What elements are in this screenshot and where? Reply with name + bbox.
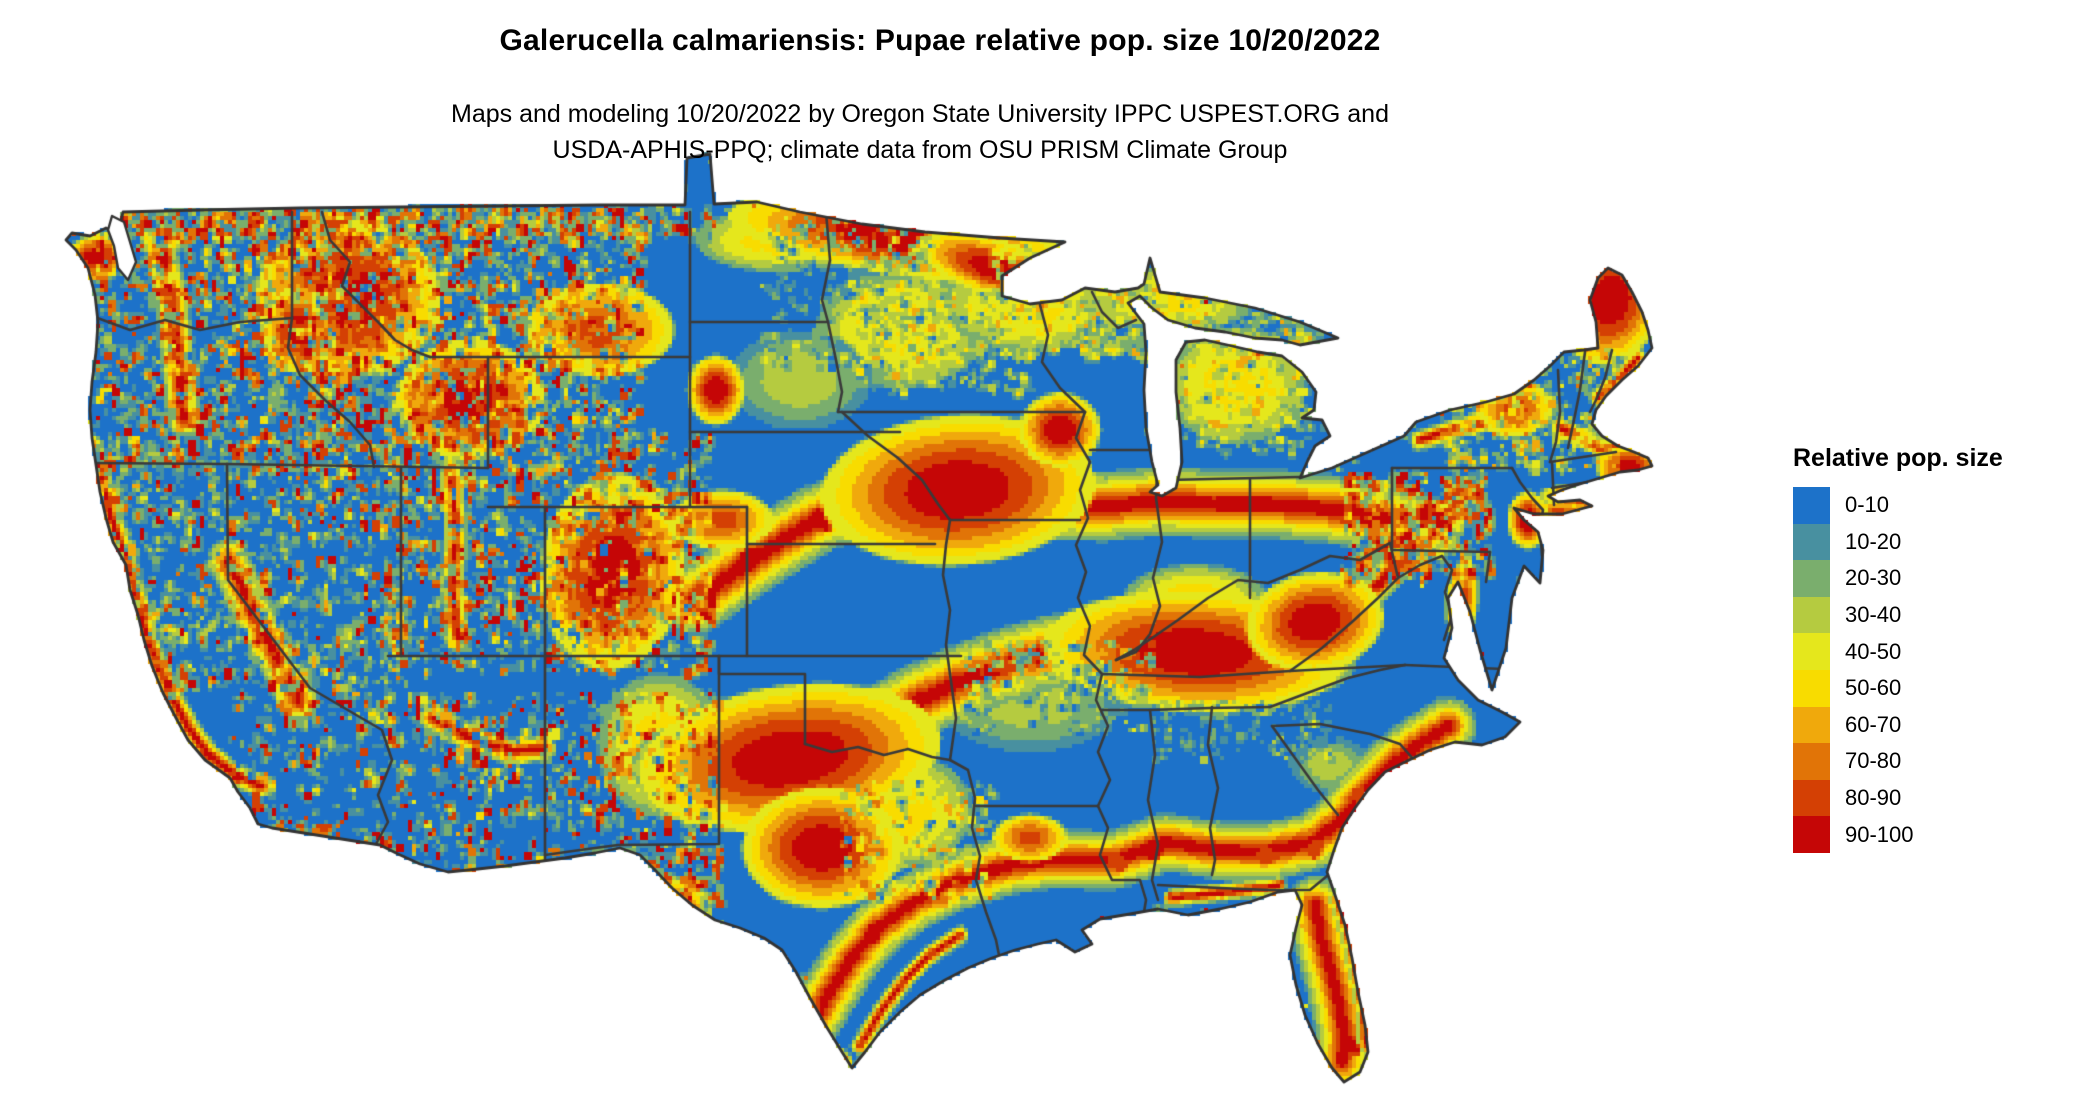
legend-label: 80-90	[1845, 785, 1902, 811]
legend-title: Relative pop. size	[1793, 444, 2003, 472]
legend-label: 20-30	[1845, 565, 1902, 591]
legend-label: 50-60	[1845, 675, 1902, 701]
legend-swatch	[1793, 669, 1830, 707]
legend-label: 30-40	[1845, 602, 1902, 628]
legend-swatch	[1793, 633, 1830, 670]
legend-row: 30-40	[1793, 596, 2003, 634]
legend-row: 50-60	[1793, 669, 2003, 707]
legend-swatch	[1793, 523, 1830, 561]
legend-row: 80-90	[1793, 779, 2003, 817]
legend-label: 70-80	[1845, 748, 1902, 774]
subtitle-line-2: USDA-APHIS-PPQ; climate data from OSU PR…	[552, 136, 1288, 164]
legend-row: 20-30	[1793, 560, 2003, 597]
legend-row: 40-50	[1793, 633, 2003, 670]
legend-label: 0-10	[1845, 492, 1890, 518]
legend-label: 40-50	[1845, 638, 1902, 664]
legend-label: 10-20	[1845, 528, 1902, 554]
legend: Relative pop. size 0-10 10-20 20-30 30-40 40…	[1793, 444, 2003, 853]
subtitle-line-1: Maps and modeling 10/20/2022 by Oregon S…	[451, 100, 1389, 128]
legend-swatch	[1793, 816, 1830, 853]
map-title: Galerucella calmariensis: Pupae relative…	[499, 24, 1381, 57]
legend-row: 90-100	[1793, 816, 2003, 853]
legend-label: 90-100	[1845, 821, 1914, 847]
legend-row: 10-20	[1793, 523, 2003, 561]
map-subtitle: Maps and modeling 10/20/2022 by Oregon S…	[0, 96, 1840, 168]
legend-swatch	[1793, 560, 1830, 597]
legend-label: 60-70	[1845, 711, 1902, 737]
legend-row: 60-70	[1793, 706, 2003, 744]
legend-swatch	[1793, 487, 1830, 524]
legend-swatch	[1793, 779, 1830, 817]
legend-row: 70-80	[1793, 743, 2003, 780]
legend-swatch	[1793, 743, 1830, 780]
legend-items: 0-10 10-20 20-30 30-40 40-50 50-60 60-70 70-80 8…	[1793, 487, 2003, 853]
legend-swatch	[1793, 596, 1830, 634]
legend-swatch	[1793, 706, 1830, 744]
legend-row: 0-10	[1793, 487, 2003, 524]
